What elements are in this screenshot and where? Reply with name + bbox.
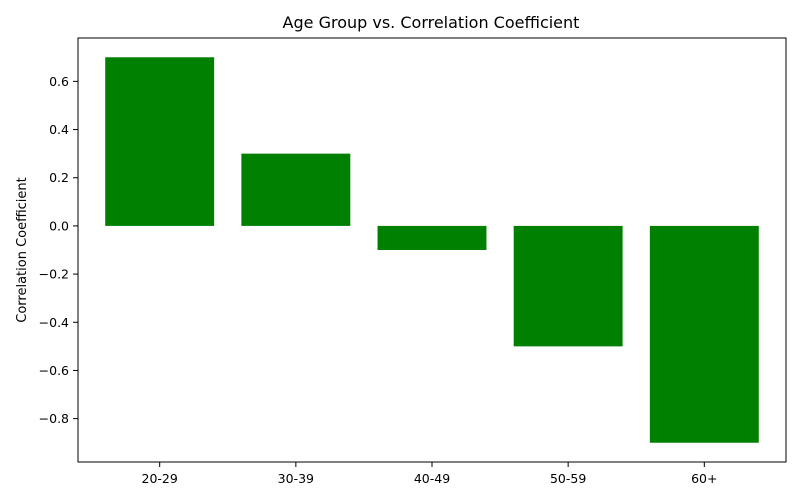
y-tick-label: −0.2 <box>39 267 69 282</box>
bar-50-59 <box>513 225 623 347</box>
y-tick-label: −0.8 <box>39 411 69 426</box>
x-tick-label: 60+ <box>691 471 717 486</box>
y-tick-label: 0.4 <box>49 122 69 137</box>
x-tick-label: 50-59 <box>550 471 586 486</box>
y-axis-ticks: −0.8 −0.6 −0.4 −0.2 0.0 0.2 0.4 0.6 <box>39 74 78 426</box>
y-tick-label: 0.6 <box>49 74 69 89</box>
bar-40-49 <box>377 225 487 250</box>
plot-frame <box>77 37 787 463</box>
y-tick-label: 0.0 <box>49 218 69 233</box>
x-axis-ticks: 20-29 30-39 40-49 50-59 60+ <box>142 462 718 486</box>
y-tick-label: 0.2 <box>49 170 69 185</box>
x-tick-label: 30-39 <box>278 471 314 486</box>
x-tick-label: 40-49 <box>414 471 450 486</box>
y-tick-label: −0.6 <box>39 363 69 378</box>
bar-20-29 <box>105 57 215 226</box>
bar-30-39 <box>241 153 351 226</box>
x-tick-label: 20-29 <box>142 471 178 486</box>
chart-title: Age Group vs. Correlation Coefficient <box>283 13 580 32</box>
bars-layer <box>105 57 759 443</box>
bar-60+ <box>649 225 759 443</box>
y-tick-label: −0.4 <box>39 315 69 330</box>
y-axis-label: Correlation Coefficient <box>15 177 30 323</box>
